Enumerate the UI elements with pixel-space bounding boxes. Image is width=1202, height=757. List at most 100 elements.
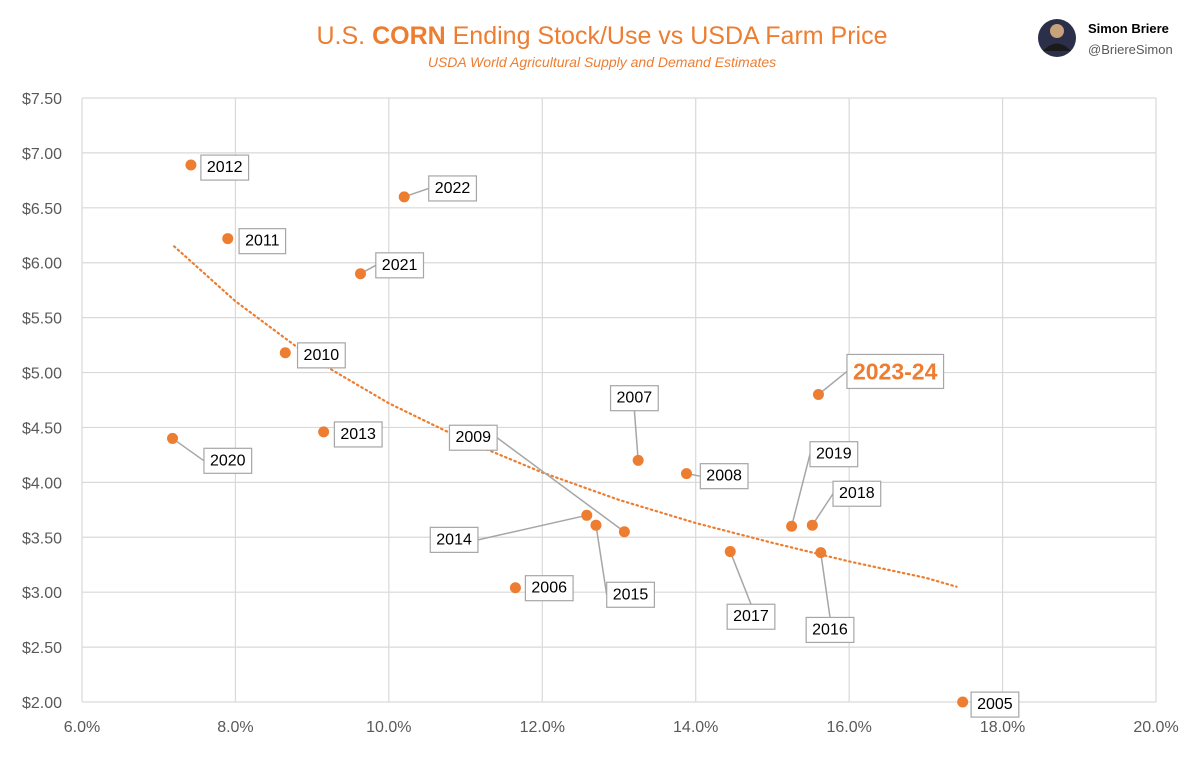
gridlines [81,97,1157,703]
point-label-box [846,353,945,390]
point-label-text: 2005 [977,696,1013,713]
y-tick-label: $5.50 [22,311,62,328]
point-label-text: 2008 [706,468,742,485]
y-tick-label: $5.00 [22,366,62,383]
y-tick-label: $7.00 [22,146,62,163]
point-label-2012: 2012 [200,154,250,181]
data-point-2021 [354,268,366,280]
axis-tick-labels: 6.0% 8.0% 10.0% 12.0% 14.0% 16.0% 18.0% 20.0% $2… [22,91,1179,736]
data-point-2015 [590,519,602,531]
point-label-text: 2016 [812,621,848,638]
point-label-2005: 2005 [970,691,1020,718]
data-point-2013 [318,426,330,438]
point-label-box [805,616,855,644]
point-label-box [809,441,859,468]
x-tick-label: 20.0% [1133,719,1178,736]
point-label-text: 2009 [455,429,491,446]
point-label-2017: 2017 [726,603,776,630]
point-label-2022: 2022 [428,175,478,202]
point-label-text: 2015 [613,586,649,603]
data-point-2014 [581,509,593,521]
point-label-text: 2013 [340,426,376,443]
y-tick-label: $3.00 [22,585,62,602]
avatar[interactable] [1038,19,1076,57]
point-label-2021: 2021 [375,252,425,279]
x-tick-label: 8.0% [217,719,253,736]
chart-title: U.S. CORN Ending Stock/Use vs USDA Farm … [317,22,888,50]
y-tick-label: $3.50 [22,530,62,547]
point-label-box [296,342,346,369]
point-label-text: 2007 [617,390,653,407]
point-label-text: 2011 [245,233,280,250]
point-label-2019: 2019 [809,441,859,468]
point-label-text: 2022 [435,180,471,197]
data-point-2017 [724,546,736,558]
point-label-box [699,463,749,490]
x-tick-label: 18.0% [980,719,1025,736]
point-label-box [429,526,479,553]
y-tick-label: $4.50 [22,420,62,437]
data-point-2016 [815,547,827,559]
data-point-2019 [786,520,798,532]
point-label-text: 2010 [304,347,340,364]
leader-line [729,551,752,605]
point-label-2023-24: 2023-24 [846,353,945,390]
point-label-2011: 2011 [238,228,287,255]
data-point-2009 [618,526,630,538]
point-label-2009: 2009 [448,424,498,451]
point-label-box [238,228,287,255]
x-tick-label: 16.0% [826,719,871,736]
y-tick-label: $4.00 [22,475,62,492]
leader-line [595,525,608,595]
point-label-2006: 2006 [524,575,574,602]
data-point-2020 [167,432,179,444]
point-label-text: 2017 [733,608,769,625]
point-label-2008: 2008 [699,463,749,490]
point-label-box [726,603,776,630]
data-point-2007 [632,454,644,466]
point-label-box [524,575,574,602]
point-label-box [832,480,882,507]
point-label-box [609,385,659,412]
point-label-2010: 2010 [296,342,346,369]
point-label-text: 2006 [531,580,567,597]
point-label-2015: 2015 [606,581,656,608]
point-label-box [970,691,1020,718]
point-label-2013: 2013 [333,421,383,448]
author-handle: @BriereSimon [1088,42,1173,57]
point-label-2018: 2018 [832,480,882,507]
data-point-2022 [398,191,410,203]
author-badge[interactable]: Simon Briere @BriereSimon [1038,19,1173,57]
data-point-2006 [509,582,521,594]
point-label-box [428,175,478,202]
chart-subtitle: USDA World Agricultural Supply and Deman… [428,54,776,70]
point-label-text: 2021 [382,257,418,274]
point-label-text: 2018 [839,485,875,502]
point-label-text: 2020 [210,452,246,469]
leader-line [820,552,831,618]
point-label-2007: 2007 [609,385,659,412]
data-point-2018 [806,519,818,531]
point-label-box [200,154,250,181]
point-label-text: 2019 [816,446,852,463]
leader-line [790,454,811,527]
point-label-box [333,421,383,448]
leader-line [811,493,834,526]
point-label-2014: 2014 [429,526,479,553]
point-label-text: 2023-24 [853,358,938,384]
y-tick-label: $6.00 [22,256,62,273]
point-labels: 2005 2006 2007 2008 2009 2010 2011 2012 2013 2014… [200,154,1020,718]
x-tick-label: 12.0% [520,719,565,736]
point-label-2016: 2016 [805,616,855,644]
point-label-text: 2014 [436,531,472,548]
x-tick-label: 14.0% [673,719,718,736]
data-points [167,159,969,708]
y-tick-label: $6.50 [22,201,62,218]
leader-line [172,437,205,462]
data-point-2008 [681,468,693,480]
point-label-box [448,424,498,451]
leader-line [817,370,848,396]
leader-line [496,437,625,533]
data-point-2023-24 [812,389,824,401]
